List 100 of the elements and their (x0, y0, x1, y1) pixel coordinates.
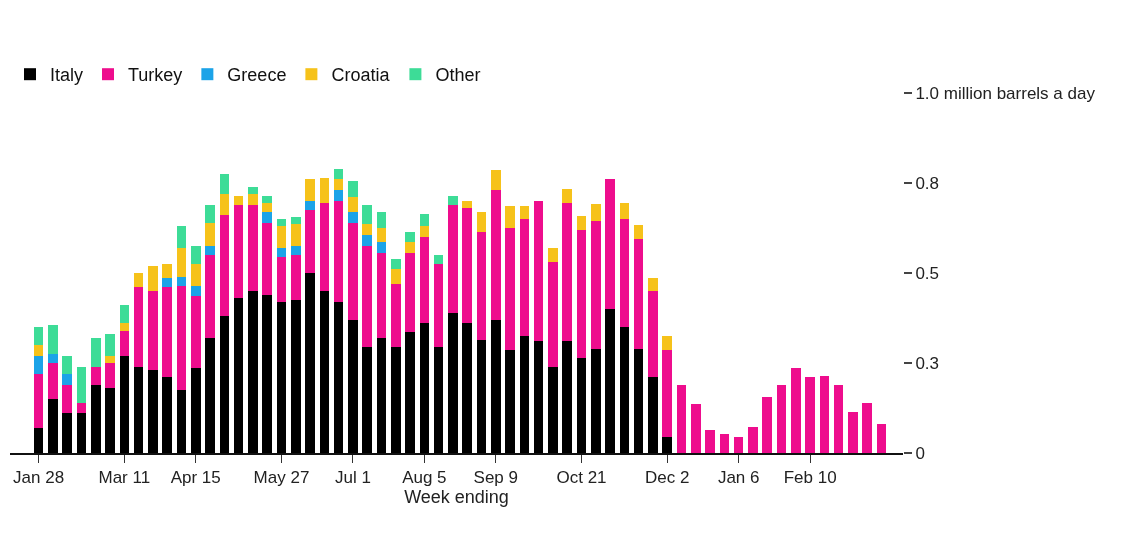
bar (119, 330, 130, 356)
bar (176, 390, 187, 453)
y-tick-label: 0.5 (915, 263, 940, 283)
bar (791, 368, 801, 453)
bar (319, 202, 330, 291)
bar (105, 363, 115, 389)
bar (376, 228, 387, 243)
bar (676, 384, 687, 453)
bar (548, 247, 558, 263)
bar (562, 202, 573, 342)
bar (619, 327, 630, 453)
bar (176, 285, 187, 390)
bar (176, 247, 187, 277)
x-axis-title: Week ending (404, 487, 509, 508)
bar (376, 253, 387, 338)
bar (348, 211, 358, 223)
bar (405, 332, 415, 453)
x-tick-label: Aug 5 (402, 468, 447, 488)
bar (662, 336, 673, 351)
bar (305, 201, 315, 210)
bar (105, 334, 115, 356)
bar (448, 195, 458, 205)
bar (605, 309, 615, 453)
bar (248, 291, 258, 453)
bar (233, 298, 244, 453)
bar (376, 211, 387, 228)
bar (505, 206, 515, 228)
bar (362, 224, 372, 236)
legend-label: Greece (227, 65, 287, 86)
bar (48, 354, 58, 363)
bar (233, 195, 244, 205)
bar (162, 278, 172, 288)
bar (819, 375, 830, 453)
bar (548, 262, 558, 367)
bar (476, 211, 487, 232)
bar (219, 193, 230, 216)
x-tick-label: Sep 9 (473, 468, 519, 488)
bar (562, 341, 573, 453)
bar (733, 436, 744, 453)
bar (848, 411, 858, 453)
bar (648, 377, 658, 453)
bar (776, 384, 787, 453)
bar (62, 355, 72, 374)
bar (119, 355, 130, 453)
bar (362, 235, 372, 246)
bar (90, 384, 101, 453)
bar (390, 346, 401, 453)
bar (90, 366, 101, 385)
bar (576, 229, 587, 358)
bar (462, 208, 472, 324)
bar (319, 177, 330, 203)
bar (405, 253, 415, 333)
bar (119, 323, 130, 331)
bar (105, 388, 115, 453)
bar (48, 363, 58, 399)
bar (276, 219, 287, 227)
y-tick-label: 0.8 (915, 173, 940, 193)
bar (519, 336, 530, 453)
bar (105, 355, 115, 363)
bar (262, 211, 272, 223)
bar (533, 341, 544, 453)
bar (448, 312, 458, 453)
bar (276, 247, 287, 257)
bar (305, 179, 315, 201)
x-tick-label: Apr 15 (170, 468, 221, 488)
bar (176, 226, 187, 248)
bar (62, 373, 72, 385)
bar (533, 201, 544, 342)
bar (419, 237, 430, 324)
bar (219, 174, 230, 194)
bar (219, 316, 230, 453)
bar (619, 202, 630, 219)
bar (333, 179, 344, 191)
bar (290, 255, 301, 300)
bar (90, 337, 101, 367)
bar (505, 228, 515, 351)
bar (190, 285, 201, 297)
x-tick-label: Jan 6 (717, 468, 760, 488)
bar (262, 195, 272, 203)
y-tick-label: 0.3 (915, 353, 940, 373)
x-tick-label: Mar 11 (98, 468, 151, 488)
bar (405, 231, 415, 243)
x-tick-label: Oct 21 (556, 468, 607, 488)
bar (833, 384, 844, 453)
bar (876, 424, 887, 453)
bar (233, 204, 244, 299)
bar (505, 350, 515, 453)
bar (491, 170, 501, 191)
bar (33, 427, 44, 453)
bar (562, 189, 573, 203)
bar (619, 219, 630, 327)
bar (348, 197, 358, 212)
bar (33, 327, 44, 345)
bar (591, 220, 601, 349)
bar (405, 242, 415, 254)
x-tick-label: Feb 10 (783, 468, 837, 488)
bar (433, 264, 444, 347)
bar (190, 368, 201, 453)
bar (33, 355, 44, 374)
bar (433, 346, 444, 453)
